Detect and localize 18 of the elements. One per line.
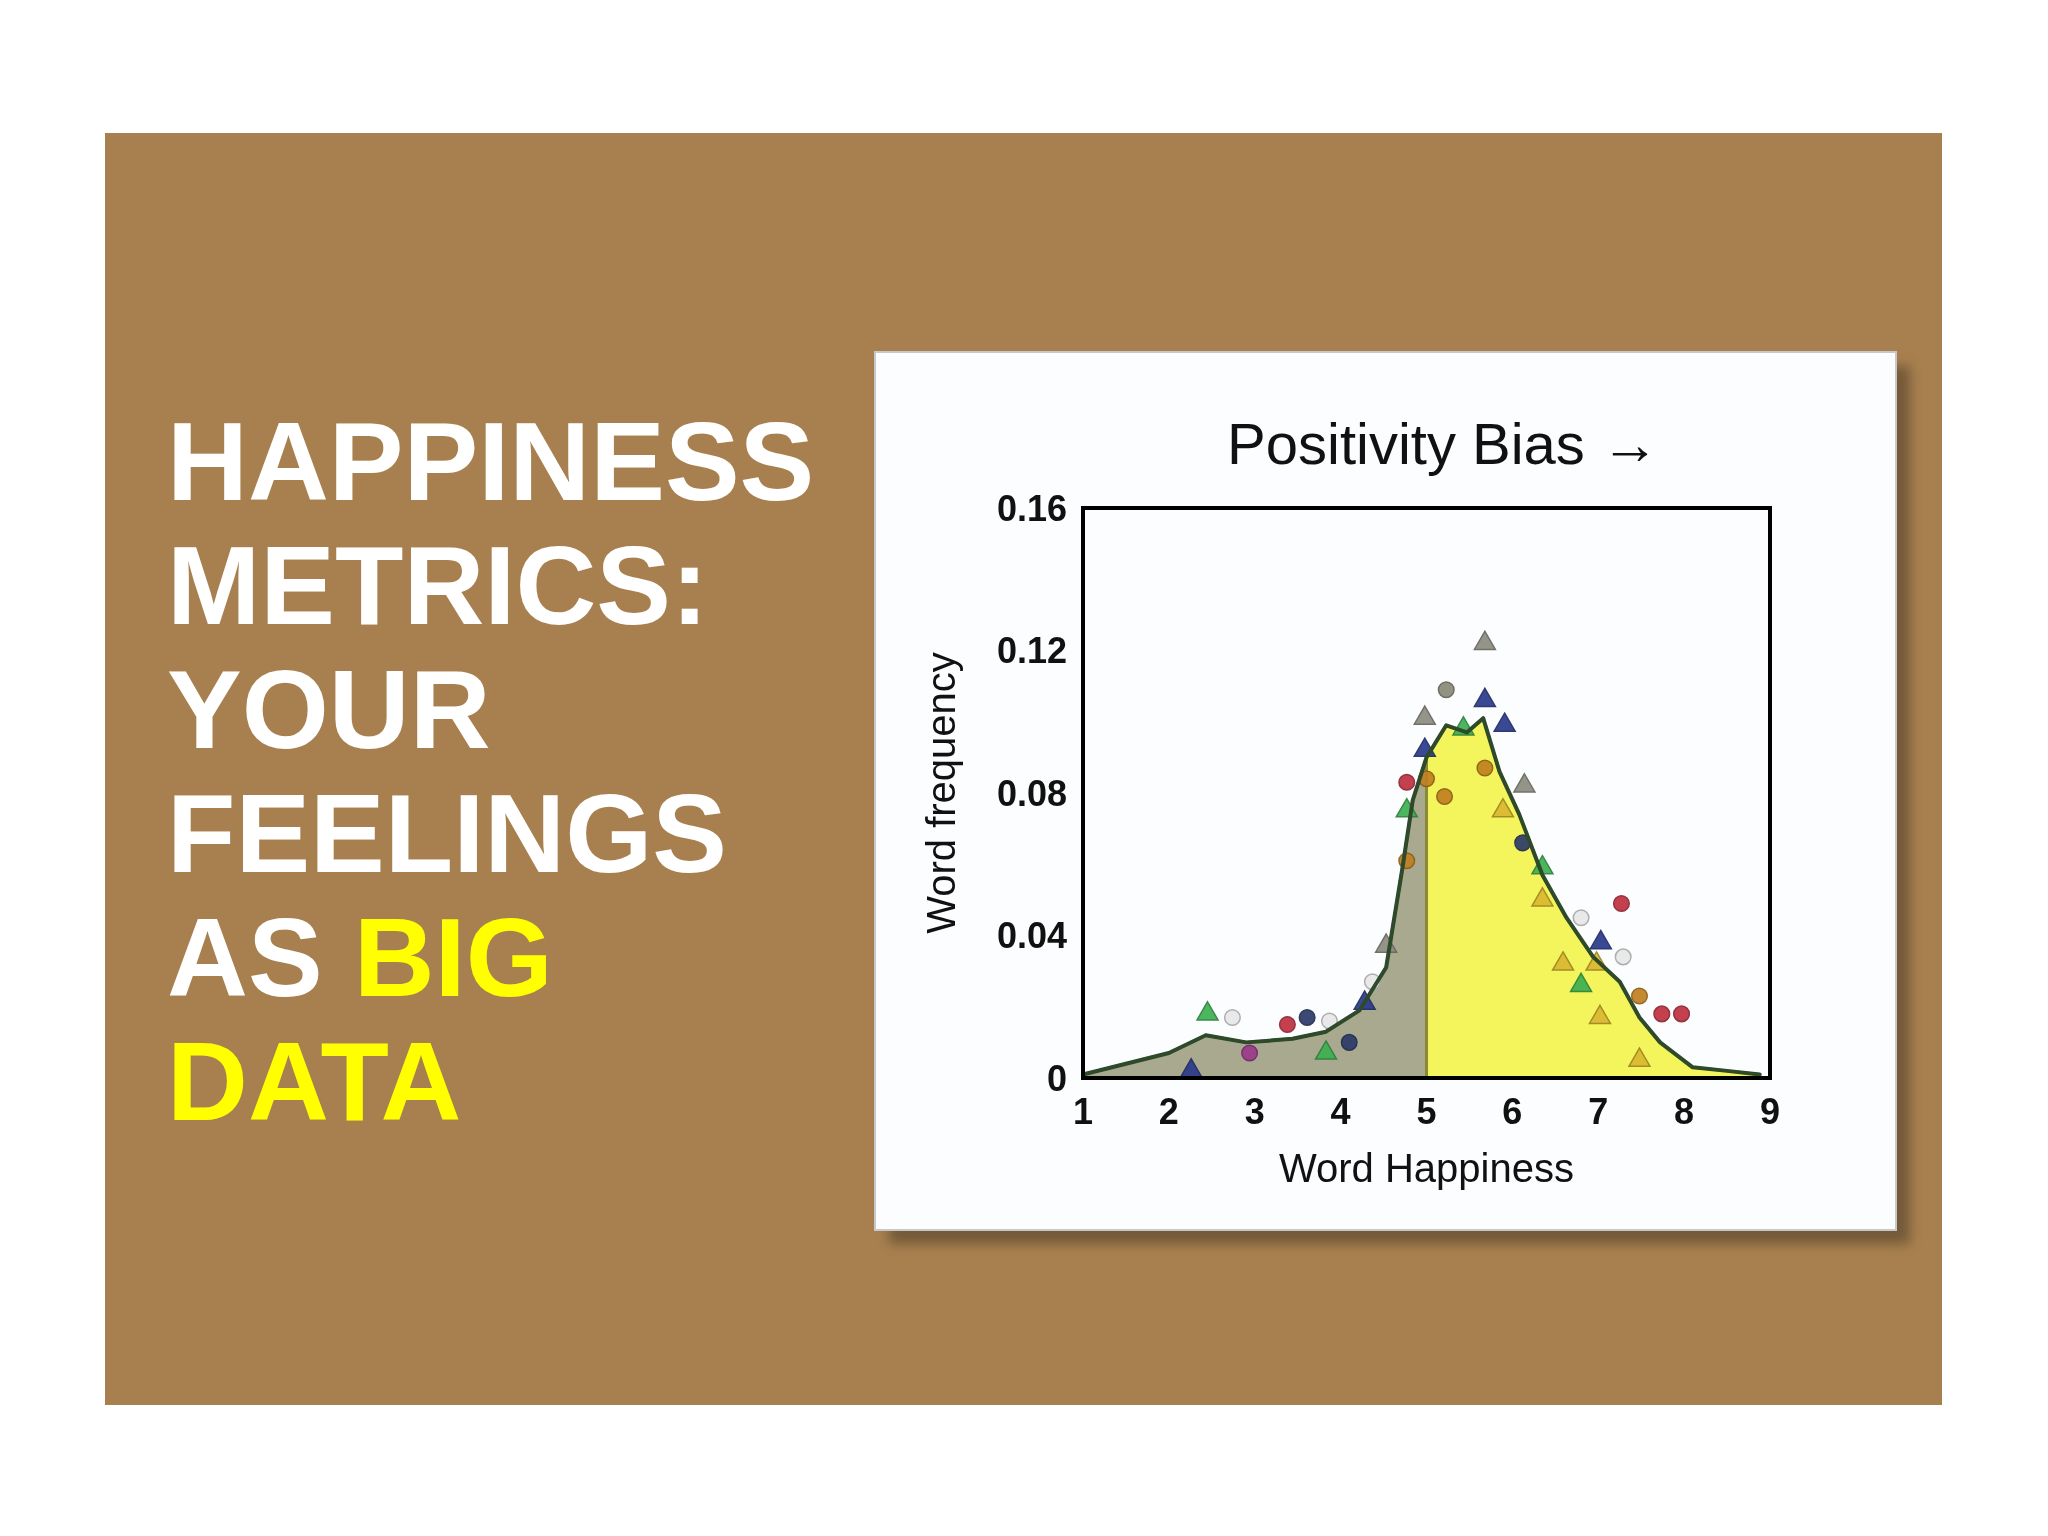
text: HAPPINESS METRICS: YOUR FEELINGS AS BIG DATA bbox=[167, 399, 815, 1144]
y-tick-label: 0.12 bbox=[996, 630, 1067, 672]
x-tick-label: 8 bbox=[1674, 1091, 1695, 1132]
x-tick-label: 4 bbox=[1330, 1091, 1351, 1132]
x-axis-title: Word Happiness bbox=[1279, 1146, 1574, 1190]
y-tick-label: 0.04 bbox=[996, 915, 1067, 957]
x-tick-label: 9 bbox=[1759, 1091, 1781, 1132]
chart-subtitle: Positivity Bias → bbox=[1227, 411, 1659, 476]
y-tick-label: 0 bbox=[1046, 1057, 1067, 1099]
x-tick-label: 5 bbox=[1416, 1091, 1437, 1132]
x-tick-label: 6 bbox=[1502, 1091, 1523, 1132]
x-tick-label: 1 bbox=[1072, 1091, 1094, 1132]
y-tick-label: 0.08 bbox=[996, 772, 1067, 814]
y-axis-title: Word frequency bbox=[919, 652, 963, 934]
x-tick-label: 7 bbox=[1588, 1091, 1609, 1132]
x-tick-label: 2 bbox=[1158, 1091, 1179, 1132]
y-tick-label: 0.16 bbox=[996, 487, 1067, 529]
x-tick-label: 3 bbox=[1244, 1091, 1265, 1132]
